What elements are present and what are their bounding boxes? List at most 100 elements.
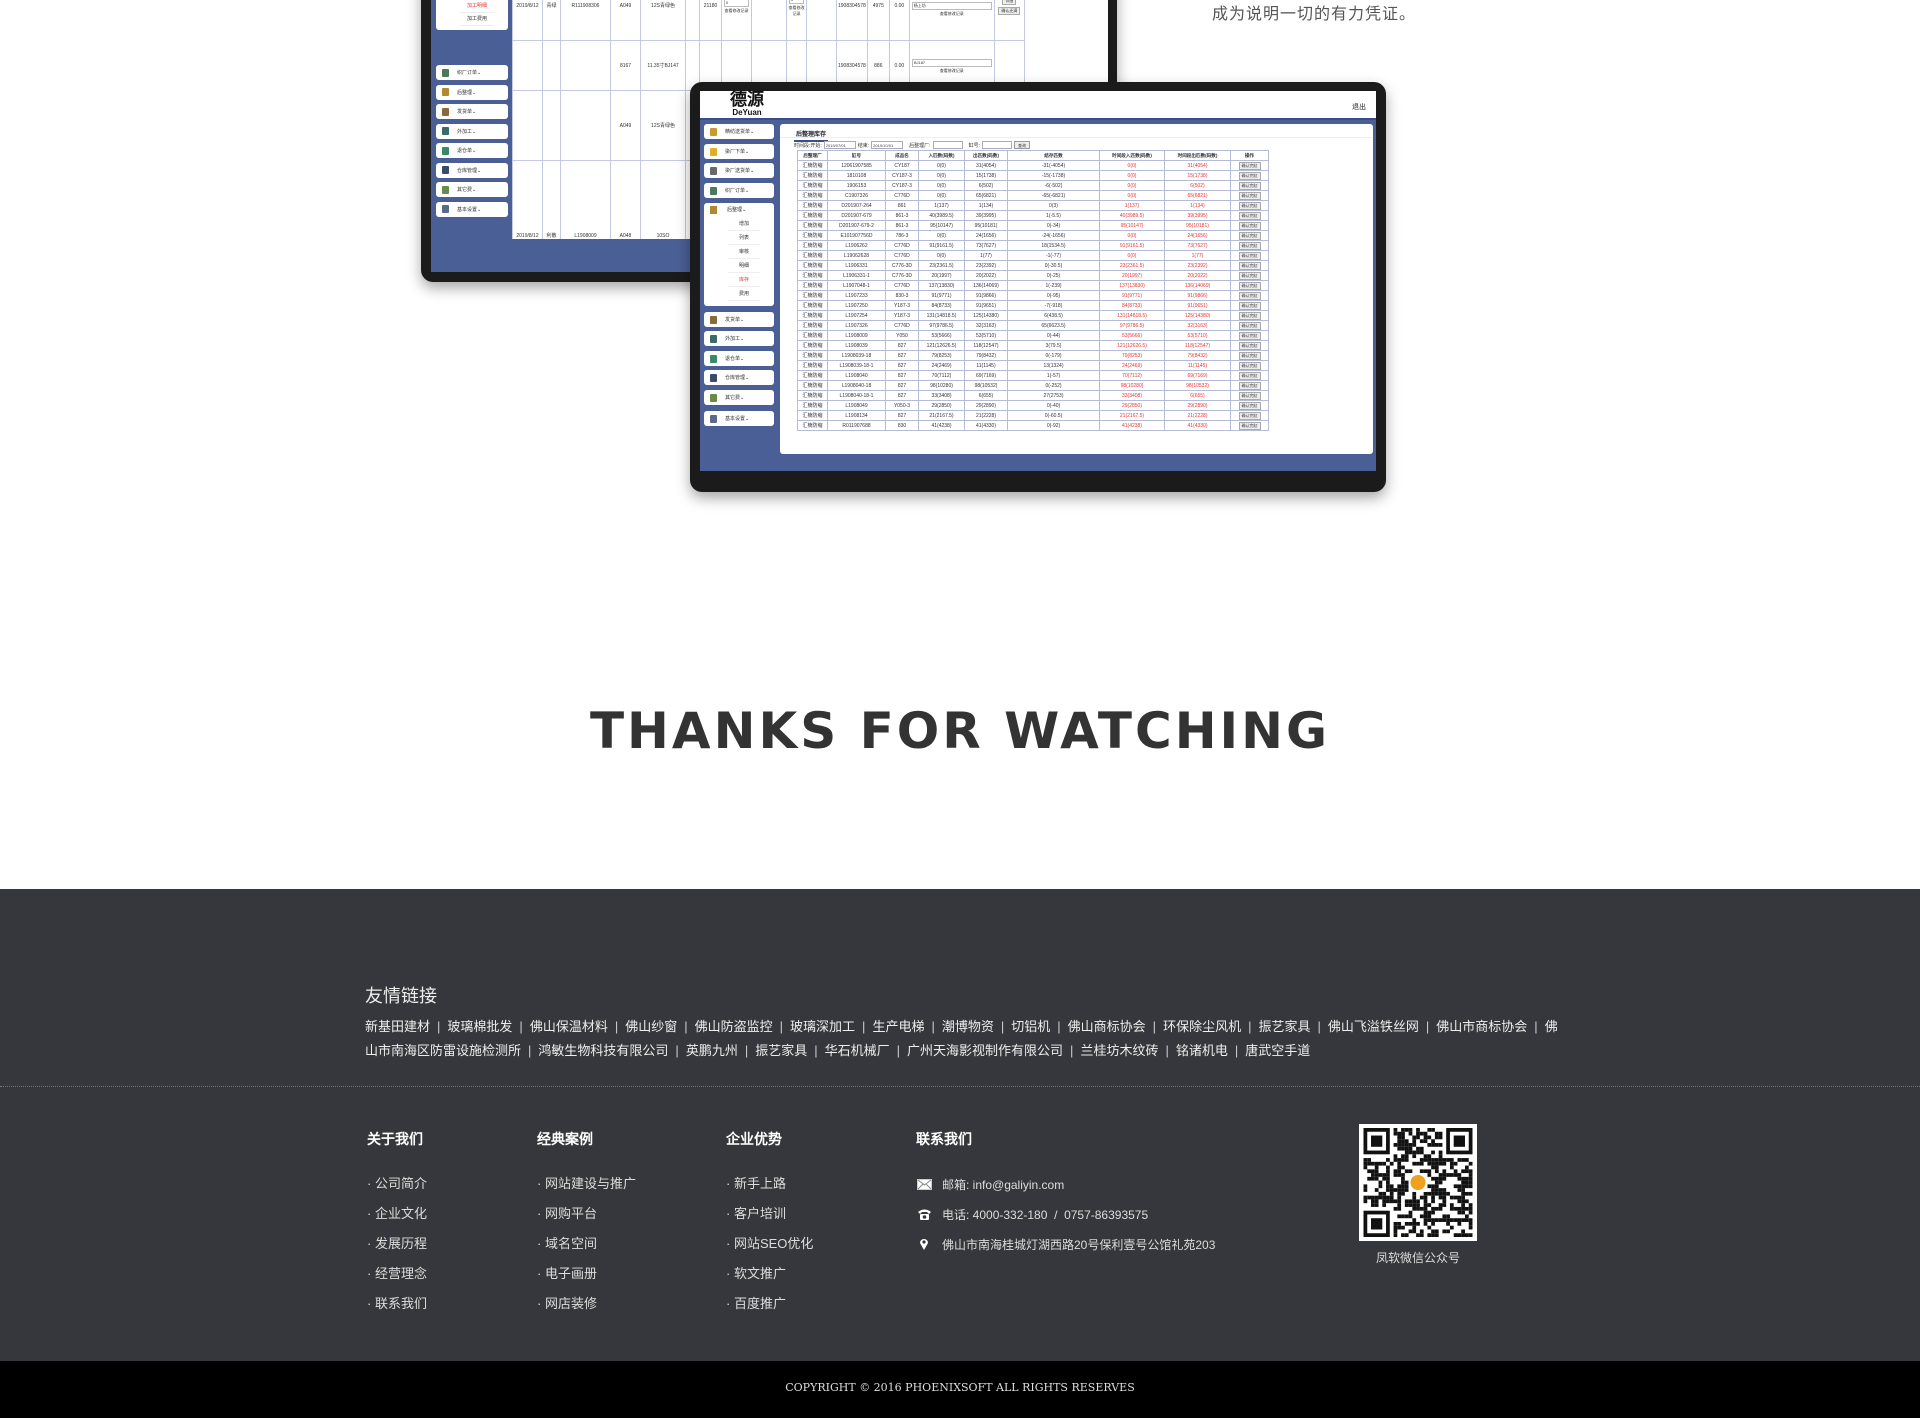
confirm-return-button[interactable]: 确认还满 [998,6,1021,15]
friend-link[interactable]: 佛山防盗监控 [694,1019,773,1034]
footer-link[interactable]: · 经营理念 [367,1263,427,1293]
sidebar-subitem[interactable]: 费用 [728,287,760,301]
friend-link[interactable]: 兰桂坊木纹砖 [1080,1043,1159,1058]
sidebar-item[interactable]: 织厂订单⌄ [436,65,508,80]
friend-link[interactable]: 振艺家具 [1258,1019,1311,1034]
friend-link[interactable]: 广州天海影视制作有限公司 [907,1043,1064,1058]
edit-input[interactable]: 0 [724,0,749,7]
footer-link[interactable]: · 企业文化 [367,1203,427,1233]
friend-link[interactable]: 华石机械厂 [824,1043,890,1058]
logout-link[interactable]: 退出 [1352,104,1366,111]
sidebar-item[interactable]: 仓库管理⌄ [704,370,774,385]
sidebar-subitem[interactable]: 列表 [728,231,760,245]
friend-link[interactable]: 振艺家具 [755,1043,808,1058]
friend-link[interactable]: 玻璃棉批发 [447,1019,513,1034]
sidebar-item[interactable]: 精纺送货单⌄ [704,124,774,139]
friend-link[interactable]: 英鹏九州 [685,1043,738,1058]
confirm-button[interactable]: 确认完缸 [1238,301,1261,310]
friend-link[interactable]: 唐武空手道 [1245,1043,1311,1058]
footer-link[interactable]: · 联系我们 [367,1293,427,1323]
confirm-button[interactable]: 确认完缸 [1238,291,1261,300]
confirm-button[interactable]: 确认完缸 [1238,411,1261,420]
friend-link[interactable]: 佛山飞溢铁丝网 [1327,1019,1419,1034]
friend-link[interactable]: 新基田建材 [365,1019,431,1034]
confirm-button[interactable]: 确认完缸 [1238,161,1261,170]
confirm-button[interactable]: 确认完缸 [1238,331,1261,340]
sidebar-item[interactable]: 染厂送货单⌄ [704,163,774,178]
query-button[interactable]: 查询 [1013,141,1030,149]
sidebar-subitem[interactable]: 明细 [728,259,760,273]
sidebar-item[interactable]: 织厂订单⌄ [704,183,774,198]
sidebar-item[interactable]: 仓库管理⌄ [436,162,508,178]
view-history-link[interactable]: 查看修改记录 [939,67,964,73]
sidebar-item[interactable]: 后整理⌄ [436,84,508,100]
tab-inventory[interactable]: 后整理库存 [794,127,829,142]
sidebar-item[interactable]: 外加工⌄ [704,331,774,346]
confirm-button[interactable]: 确认完缸 [1238,421,1261,430]
confirm-button[interactable]: 确认完缸 [1238,361,1261,370]
confirm-button[interactable]: 确认完缸 [1238,381,1261,390]
confirm-button[interactable]: 确认完缸 [1238,281,1261,290]
confirm-button[interactable]: 确认完缸 [1238,311,1261,320]
friend-link[interactable]: 佛山保温材料 [529,1019,608,1034]
footer-link[interactable]: · 客户培训 [726,1203,813,1233]
friend-link[interactable]: 佛山市南海区防雷设施检测所 [365,1019,1558,1058]
confirm-button[interactable]: 确认完缸 [1238,221,1261,230]
detail-button[interactable]: 详细 [1002,0,1017,5]
sidebar-subitem[interactable]: 加工明细 [460,0,494,13]
view-history-link[interactable]: 查看修改记录 [939,10,964,16]
sidebar-subitem[interactable]: 加工费用 [460,13,494,26]
footer-link[interactable]: · 网店装修 [537,1293,636,1323]
sidebar-subitem[interactable]: 审核 [728,245,760,259]
sidebar-subitem[interactable]: 库存 [728,273,760,287]
friend-link[interactable]: 潮博物资 [941,1019,994,1034]
confirm-button[interactable]: 确认完缸 [1238,231,1261,240]
sidebar-item[interactable]: 退仓单⌄ [436,143,508,158]
friend-link[interactable]: 玻璃深加工 [790,1019,856,1034]
friend-link[interactable]: 铭诸机电 [1175,1043,1228,1058]
confirm-button[interactable]: 确认完缸 [1238,171,1261,180]
note-input[interactable]: 杨上坊 [911,1,992,10]
note-input[interactable]: BJ187 [911,58,992,67]
sidebar-item[interactable]: 基本设置⌄ [436,201,508,217]
sidebar-item[interactable]: 后整理⌄ [704,203,774,217]
footer-link[interactable]: · 百度推广 [726,1293,813,1323]
footer-link[interactable]: · 软文推广 [726,1263,813,1293]
footer-link[interactable]: · 网站建设与推广 [537,1173,636,1203]
confirm-button[interactable]: 确认完缸 [1238,351,1261,360]
footer-link[interactable]: · 域名空间 [537,1233,636,1263]
sidebar-item[interactable]: 发货单⌄ [436,104,508,119]
friend-link[interactable]: 鸿敏生物科技有限公司 [538,1043,669,1058]
friend-link[interactable]: 佛山商标协会 [1067,1019,1146,1034]
sidebar-item[interactable]: 基本设置⌄ [704,411,774,426]
view-history-link[interactable]: 查看修改记录 [788,4,805,16]
start-date-input[interactable]: 2019/07/01 [823,141,856,149]
confirm-button[interactable]: 确认完缸 [1238,241,1261,250]
factory-input[interactable] [932,141,963,149]
end-date-input[interactable]: 2019/10/01 [871,141,904,149]
friend-link[interactable]: 切铝机 [1011,1019,1051,1034]
sidebar-subitem[interactable]: 增加 [728,217,760,231]
confirm-button[interactable]: 确认完缸 [1238,201,1261,210]
confirm-button[interactable]: 确认完缸 [1238,401,1261,410]
email-text[interactable]: 邮箱: info@galiyin.com [942,1177,1065,1192]
footer-link[interactable]: · 电子画册 [537,1263,636,1293]
friend-link[interactable]: 佛山市商标协会 [1436,1019,1528,1034]
sidebar-item[interactable]: 染厂下单⌄ [704,144,774,159]
confirm-button[interactable]: 确认完缸 [1238,371,1261,380]
confirm-button[interactable]: 确认完缸 [1238,321,1261,330]
vat-input[interactable] [981,141,1012,149]
footer-link[interactable]: · 公司简介 [367,1173,427,1203]
sidebar-item[interactable]: 其它费⌄ [436,182,508,197]
footer-link[interactable]: · 网站SEO优化 [726,1233,813,1263]
confirm-button[interactable]: 确认完缸 [1238,251,1261,260]
footer-link[interactable]: · 新手上路 [726,1173,813,1203]
edit-input[interactable]: 0 [789,0,804,4]
confirm-button[interactable]: 确认完缸 [1238,261,1261,270]
view-history-link[interactable]: 查看修改记录 [724,7,749,13]
confirm-button[interactable]: 确认完缸 [1238,391,1261,400]
friend-link[interactable]: 生产电梯 [872,1019,925,1034]
footer-link[interactable]: · 发展历程 [367,1233,427,1263]
sidebar-item[interactable]: 退仓单⌄ [704,351,774,366]
confirm-button[interactable]: 确认完缸 [1238,271,1261,280]
